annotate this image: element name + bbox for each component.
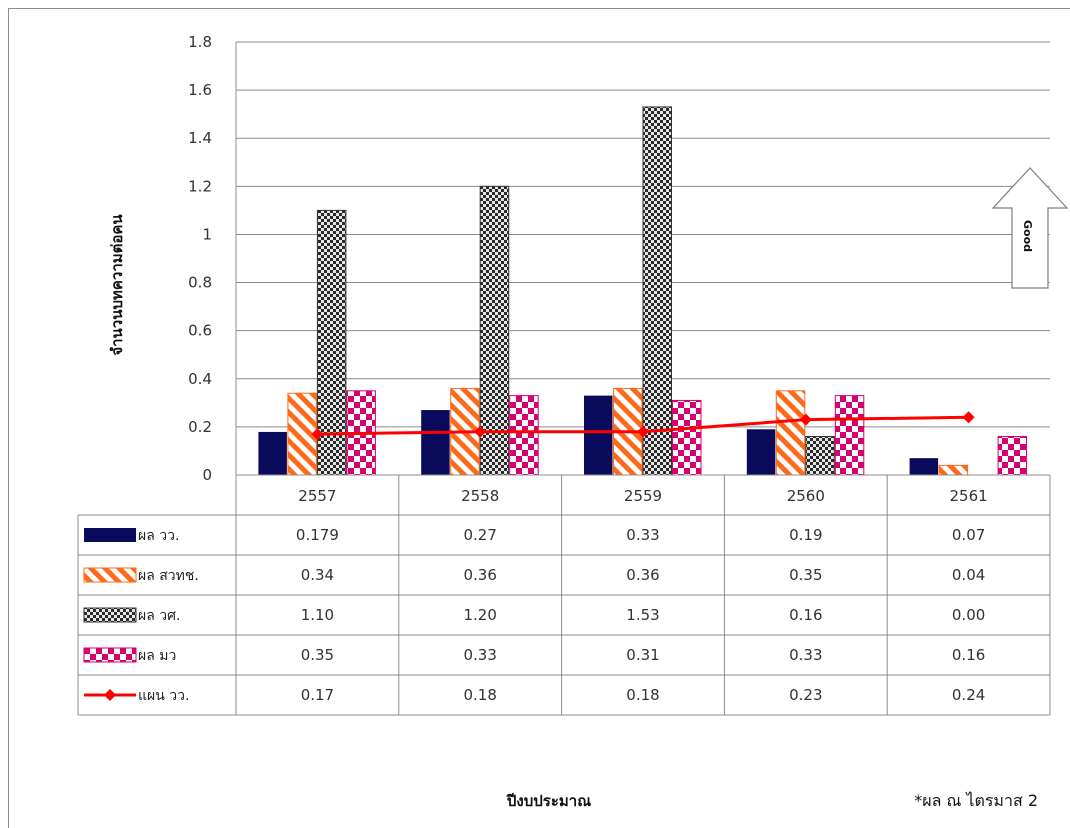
y-tick-labels: 0 0.2 0.4 0.6 0.8 1 1.2 1.4 1.6 1.8 bbox=[188, 33, 212, 484]
bar-1-2557 bbox=[258, 431, 287, 475]
bar-1-2559 bbox=[584, 395, 613, 475]
y-tick-label: 1.2 bbox=[188, 177, 212, 195]
table-cell: 1.53 bbox=[626, 606, 659, 624]
table-cell: 0.18 bbox=[626, 686, 659, 704]
y-tick-label: 1.8 bbox=[188, 33, 212, 51]
table-cell: 0.33 bbox=[626, 526, 659, 544]
y-tick-label: 0.2 bbox=[188, 418, 212, 436]
table-cell: 0.33 bbox=[463, 646, 496, 664]
table-cell: 0.23 bbox=[789, 686, 822, 704]
y-tick-label: 1.4 bbox=[188, 129, 212, 147]
table-cell: 0.34 bbox=[301, 566, 334, 584]
table-cell: 0.24 bbox=[952, 686, 985, 704]
x-tick-label: 2561 bbox=[950, 487, 988, 505]
good-arrow-shape bbox=[991, 167, 1069, 289]
plan-marker-2559 bbox=[637, 425, 649, 438]
table-cell: 0.35 bbox=[789, 566, 822, 584]
legend-key-4 bbox=[83, 647, 137, 663]
legend-key-marker bbox=[104, 689, 116, 701]
y-tick-label: 0.8 bbox=[188, 274, 212, 292]
x-tick-label: 2557 bbox=[298, 487, 336, 505]
legend-label-2: ผล สวทช. bbox=[138, 568, 199, 584]
y-tick-label: 0.4 bbox=[188, 370, 212, 388]
x-tick-label: 2560 bbox=[787, 487, 825, 505]
table-cell: 0.07 bbox=[952, 526, 985, 544]
x-tick-label: 2559 bbox=[624, 487, 662, 505]
bars bbox=[258, 106, 1028, 476]
bar-4-2561 bbox=[997, 436, 1028, 476]
y-tick-label: 1 bbox=[202, 225, 212, 243]
table-cell: 1.10 bbox=[301, 606, 334, 624]
y-tick-label: 1.6 bbox=[188, 81, 212, 99]
table-cell: 0.04 bbox=[952, 566, 985, 584]
footnote: *ผล ณ ไตรมาส 2 bbox=[914, 791, 1038, 810]
chart-frame bbox=[8, 8, 1070, 828]
table-cell: 0.27 bbox=[463, 526, 496, 544]
plan-line bbox=[311, 411, 975, 441]
legend-label-4: ผล มว bbox=[138, 648, 176, 664]
table-cell: 0.00 bbox=[952, 606, 985, 624]
table-cell: 0.179 bbox=[296, 526, 339, 544]
plan-marker-2561 bbox=[962, 411, 975, 424]
bar-3-2560 bbox=[805, 436, 835, 476]
table-cell: 0.31 bbox=[626, 646, 659, 664]
bar-1-2561 bbox=[909, 458, 939, 475]
plan-marker-2560 bbox=[799, 413, 812, 426]
table-cell: 0.18 bbox=[463, 686, 496, 704]
table-cell: 0.16 bbox=[952, 646, 985, 664]
legend-key-3 bbox=[83, 607, 137, 623]
bar-3-2558 bbox=[479, 185, 510, 476]
table-cell: 0.36 bbox=[626, 566, 659, 584]
bar-2-2560 bbox=[775, 390, 806, 476]
plan-marker-2557 bbox=[311, 428, 324, 441]
legend-label-3: ผล วศ. bbox=[138, 608, 180, 624]
y-axis-title: จำนวนบทความต่อคน bbox=[108, 214, 126, 356]
legend-key-1 bbox=[84, 528, 136, 542]
bar-4-2560 bbox=[834, 395, 865, 476]
bar-3-2559 bbox=[642, 106, 672, 476]
bar-4-2559 bbox=[672, 399, 702, 476]
legend-label-5: แผน วว. bbox=[138, 688, 189, 704]
bar-1-2560 bbox=[746, 429, 776, 475]
table-cell: 0.35 bbox=[301, 646, 334, 664]
plan-marker-2558 bbox=[474, 425, 487, 438]
bar-1-2558 bbox=[421, 410, 450, 475]
y-tick-label: 0 bbox=[202, 466, 212, 484]
table-cell: 0.36 bbox=[463, 566, 496, 584]
y-tick-label: 0.6 bbox=[188, 322, 212, 340]
table-cell: 0.17 bbox=[301, 686, 334, 704]
table-cell: 1.20 bbox=[463, 606, 496, 624]
legend-label-1: ผล วว. bbox=[138, 528, 179, 544]
table-cell: 0.33 bbox=[789, 646, 822, 664]
bar-4-2558 bbox=[509, 395, 539, 476]
table-cell: 0.19 bbox=[789, 526, 822, 544]
good-arrow-label: Good bbox=[1021, 220, 1034, 252]
good-arrow: Good bbox=[991, 167, 1069, 289]
legend-key-2 bbox=[83, 567, 137, 583]
data-table: 2557 2558 2559 2560 2561 ผล วว. 0.179 0.27 0.33 0… bbox=[77, 474, 1051, 716]
x-axis-title: ปีงบประมาณ bbox=[506, 792, 591, 810]
bar-2-2561 bbox=[938, 464, 969, 476]
x-tick-label: 2558 bbox=[461, 487, 499, 505]
table-cell: 0.16 bbox=[789, 606, 822, 624]
